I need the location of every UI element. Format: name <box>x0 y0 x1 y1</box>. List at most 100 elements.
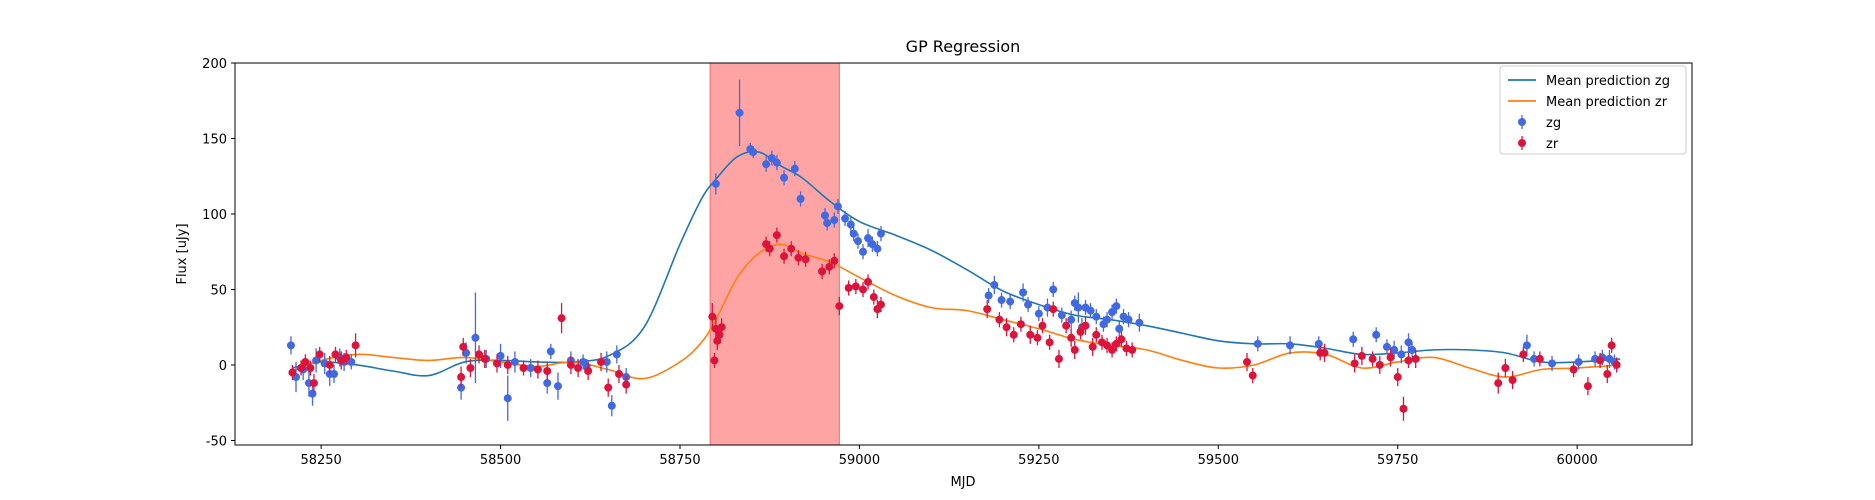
point-marker <box>1349 335 1358 344</box>
data-point-zg <box>546 343 555 359</box>
point-marker <box>1519 350 1528 359</box>
data-point-zr <box>864 274 873 290</box>
point-marker <box>846 220 855 229</box>
point-marker <box>602 357 611 366</box>
data-point-zg <box>1574 354 1583 370</box>
data-point-zg <box>749 146 758 159</box>
point-marker <box>342 353 351 362</box>
point-marker <box>286 341 295 350</box>
data-point-zr <box>503 355 512 375</box>
data-point-zr <box>1411 349 1420 368</box>
data-point-zr <box>597 352 606 372</box>
data-point-zr <box>351 333 360 358</box>
point-marker <box>1248 371 1257 380</box>
point-marker <box>825 262 834 271</box>
y-axis-label: Flux [uJy] <box>175 223 190 284</box>
point-marker <box>1253 339 1262 348</box>
point-marker <box>796 194 805 203</box>
point-marker <box>492 359 501 368</box>
data-point-zr <box>1108 342 1117 358</box>
series-line-zg <box>292 150 1621 377</box>
point-marker <box>864 234 873 243</box>
point-marker <box>849 229 858 238</box>
data-point-zr <box>1067 328 1076 347</box>
point-marker <box>864 277 873 286</box>
point-marker <box>1086 306 1095 315</box>
point-marker <box>1408 345 1417 354</box>
legend-label: zg <box>1546 116 1561 131</box>
y-tick-label: 200 <box>202 57 227 72</box>
y-tick-label: 150 <box>202 132 227 147</box>
data-point-zg <box>471 292 480 384</box>
point-marker <box>480 354 489 363</box>
data-point-zr <box>801 251 810 267</box>
point-marker <box>1603 370 1612 379</box>
data-point-zg <box>849 226 858 242</box>
data-point-zr <box>1583 377 1592 396</box>
data-point-zr <box>1404 352 1413 368</box>
point-marker <box>496 351 505 360</box>
point-marker <box>1009 330 1018 339</box>
data-point-zr <box>1386 348 1395 367</box>
data-point-zg <box>1057 307 1066 323</box>
point-marker <box>1067 333 1076 342</box>
point-marker <box>1062 321 1071 330</box>
point-marker <box>1103 315 1112 324</box>
data-point-zr <box>1128 342 1137 358</box>
data-point-zg <box>780 170 789 186</box>
point-marker <box>833 202 842 211</box>
data-point-zr <box>876 297 885 313</box>
data-point-zg <box>510 351 519 373</box>
point-marker <box>851 282 860 291</box>
plot-frame <box>234 62 1693 446</box>
data-point-zg <box>1024 297 1033 313</box>
data-point-zr <box>342 349 351 365</box>
data-point-zr <box>475 345 484 364</box>
highlight-region <box>709 62 840 446</box>
data-point-zr <box>1607 337 1616 353</box>
data-point-zr <box>1375 355 1384 375</box>
data-point-zg <box>990 275 999 295</box>
point-marker <box>772 158 781 167</box>
data-point-zr <box>1045 334 1054 350</box>
point-marker <box>1548 359 1557 368</box>
point-marker <box>1411 354 1420 363</box>
x-tick-label: 60000 <box>1556 453 1597 468</box>
point-marker <box>1607 341 1616 350</box>
data-point-zr <box>622 375 631 394</box>
data-point-zg <box>711 173 720 195</box>
y-tick-label: 50 <box>210 283 227 298</box>
data-point-zr <box>708 303 717 331</box>
data-point-zr <box>315 346 324 362</box>
point-marker <box>1350 359 1359 368</box>
data-point-zg <box>864 229 873 248</box>
point-marker <box>1016 320 1025 329</box>
point-marker <box>1404 338 1413 347</box>
point-marker <box>1375 360 1384 369</box>
point-marker <box>604 383 613 392</box>
legend: Mean prediction zg Mean prediction zr zg zr <box>1499 65 1687 155</box>
point-marker <box>466 363 475 372</box>
data-point-zr <box>1081 316 1090 335</box>
point-marker <box>1357 351 1366 360</box>
point-marker <box>1382 342 1391 351</box>
point-marker <box>309 379 318 388</box>
data-point-zg <box>1372 327 1381 343</box>
data-point-zr <box>794 250 803 266</box>
point-marker <box>1057 311 1066 320</box>
point-marker <box>1002 323 1011 332</box>
data-point-zr <box>1016 316 1025 332</box>
point-marker <box>1054 354 1063 363</box>
point-marker <box>546 347 555 356</box>
x-tick-label: 58250 <box>300 453 341 468</box>
data-point-zr <box>457 366 466 388</box>
legend-label: Mean prediction zg <box>1546 74 1670 89</box>
data-point-zr <box>519 360 528 376</box>
point-marker <box>607 401 616 410</box>
data-point-zg <box>772 155 781 171</box>
point-marker <box>351 341 360 350</box>
data-point-zr <box>1117 331 1126 347</box>
legend-box <box>1499 65 1687 155</box>
data-point-zg <box>602 351 611 373</box>
data-point-zr <box>765 241 774 257</box>
